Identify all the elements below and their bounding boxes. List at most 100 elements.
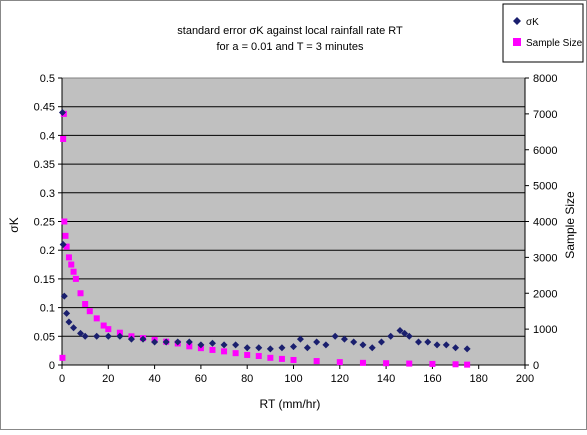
x-tick-label: 180 <box>470 373 488 385</box>
data-point <box>63 243 70 250</box>
data-point <box>116 329 123 336</box>
legend-marker-series-2 <box>513 38 521 46</box>
chart-title-line2: for a = 0.01 and T = 3 minutes <box>217 41 364 53</box>
data-point <box>266 345 274 353</box>
x-tick-label: 60 <box>195 373 207 385</box>
legend-label-series-1: σK <box>526 17 539 28</box>
series-layer <box>58 108 471 368</box>
y-tick-label: 0.3 <box>40 188 55 200</box>
data-point <box>72 275 79 282</box>
y2-tick-label: 1000 <box>533 324 557 336</box>
legend-marker-series-1 <box>513 17 521 25</box>
data-point <box>68 261 75 268</box>
y2-axis-label: Sample Size <box>563 191 577 259</box>
data-point <box>255 344 263 352</box>
series-2 <box>59 110 471 368</box>
data-point <box>350 338 358 346</box>
legend: σK Sample Size <box>502 3 584 63</box>
data-point <box>197 341 205 349</box>
data-point <box>243 344 251 352</box>
data-point <box>359 359 366 366</box>
y-tick-label: 0.2 <box>40 245 55 257</box>
chart-title-line1: standard error σK against local rainfall… <box>177 25 403 37</box>
data-point <box>59 354 66 361</box>
data-point <box>322 341 330 349</box>
data-point <box>387 332 395 340</box>
x-tick-label: 100 <box>284 373 302 385</box>
data-point <box>278 355 285 362</box>
x-axis-label: RT (mm/hr) <box>260 397 321 411</box>
data-point <box>81 332 89 340</box>
data-point <box>433 341 441 349</box>
data-point <box>127 335 135 343</box>
data-point <box>331 332 339 340</box>
data-point <box>463 345 471 353</box>
y-tick-label: 0.25 <box>34 217 55 229</box>
data-point <box>442 341 450 349</box>
x-tick-label: 40 <box>148 373 160 385</box>
data-point <box>60 292 68 300</box>
data-point <box>303 344 311 352</box>
y-tick-label: 0.35 <box>34 159 55 171</box>
data-point <box>278 344 286 352</box>
data-point <box>139 335 147 343</box>
data-point <box>221 348 228 355</box>
x-tick-label: 80 <box>241 373 253 385</box>
data-point <box>151 338 159 346</box>
data-point <box>93 315 100 322</box>
legend-label-series-2: Sample Size <box>526 38 583 49</box>
legend-box <box>502 3 584 63</box>
x-tick-label: 160 <box>423 373 441 385</box>
y-tick-label: 0.4 <box>40 130 55 142</box>
data-point <box>405 332 413 340</box>
y2-tick-label: 2000 <box>533 288 557 300</box>
data-point <box>58 108 66 116</box>
data-point <box>244 351 251 358</box>
data-point <box>60 135 67 142</box>
x-tick-label: 0 <box>59 373 65 385</box>
data-point <box>104 332 112 340</box>
y-tick-label: 0.5 <box>40 73 55 85</box>
data-point <box>383 360 390 367</box>
data-point <box>93 332 101 340</box>
x-tick-label: 140 <box>377 373 395 385</box>
data-point <box>336 359 343 366</box>
data-point <box>86 308 93 315</box>
data-point <box>208 339 216 347</box>
data-point <box>267 354 274 361</box>
data-point <box>116 332 124 340</box>
data-point <box>65 254 72 261</box>
data-point <box>424 338 432 346</box>
y2-tick-label: 4000 <box>533 217 557 229</box>
data-point <box>162 338 170 346</box>
data-point <box>401 329 409 337</box>
data-point <box>232 350 239 357</box>
data-point <box>77 329 85 337</box>
data-point <box>313 358 320 365</box>
data-point <box>290 343 297 351</box>
data-point <box>359 341 367 349</box>
gridlines <box>62 106 525 337</box>
data-point <box>105 326 112 333</box>
y-tick-label: 0.45 <box>34 102 55 114</box>
data-point <box>70 324 78 332</box>
x-tick-label: 200 <box>516 373 534 385</box>
data-point <box>220 341 228 349</box>
data-point <box>174 338 182 346</box>
data-point <box>209 346 216 353</box>
y-tick-label: 0.1 <box>40 303 55 315</box>
y2-tick-label: 5000 <box>533 181 557 193</box>
data-point <box>313 338 321 346</box>
y-tick-label: 0.05 <box>34 331 55 343</box>
series-1 <box>58 108 471 353</box>
data-point <box>65 318 73 326</box>
y2-tick-label: 7000 <box>533 109 557 121</box>
data-point <box>377 338 385 346</box>
data-point <box>452 344 460 352</box>
y-tick-label: 0.15 <box>34 274 55 286</box>
data-point <box>415 338 423 346</box>
data-point <box>70 268 77 275</box>
data-point <box>396 327 404 335</box>
